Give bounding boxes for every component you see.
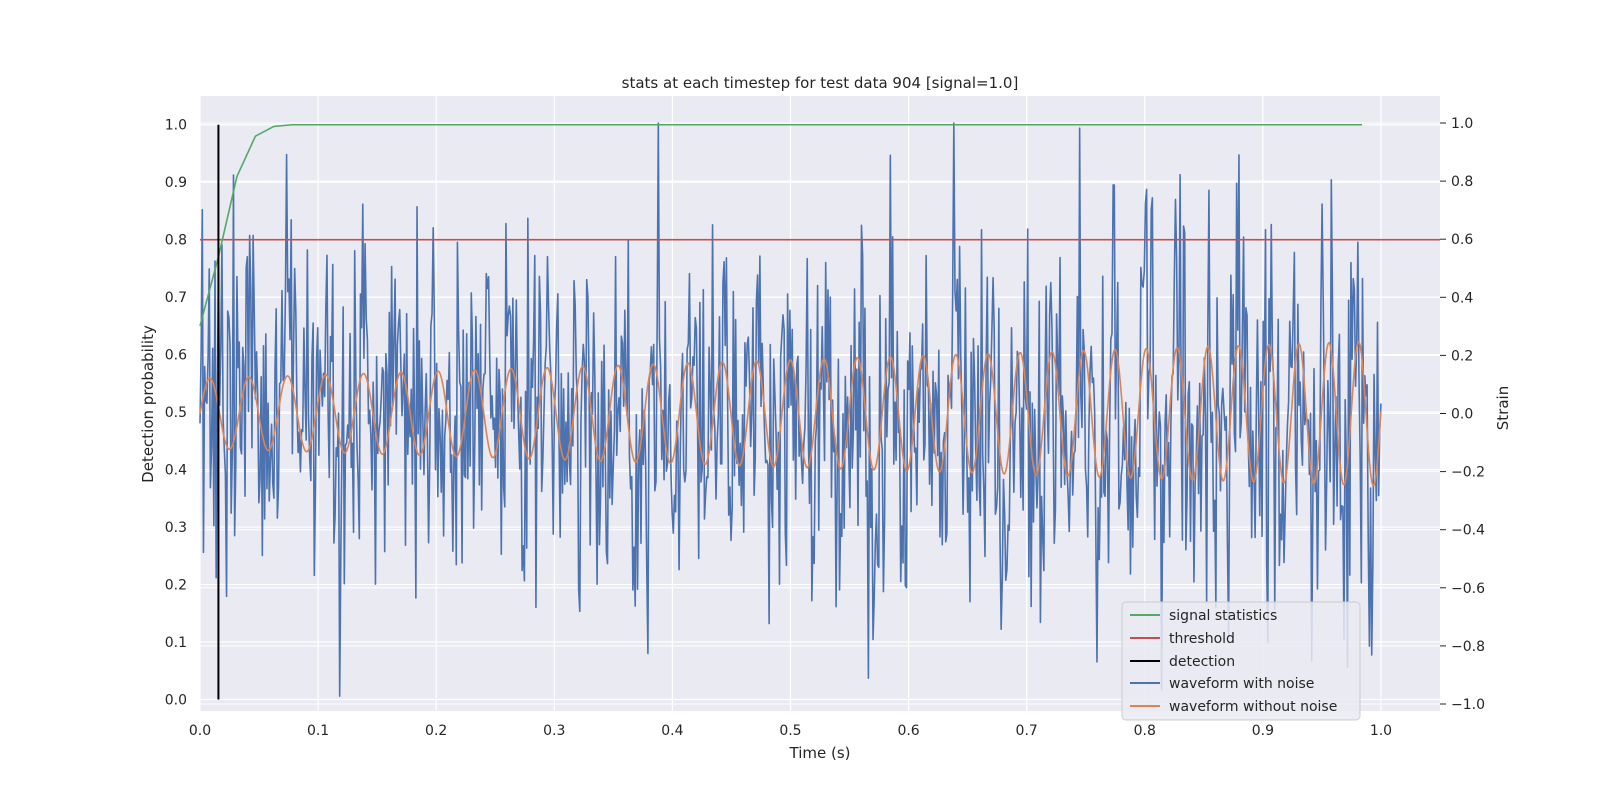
y-tick-label: 0.5 xyxy=(165,405,187,421)
chart-title: stats at each timestep for test data 904… xyxy=(622,74,1019,92)
series-waveform-without-noise xyxy=(199,341,1382,487)
series-waveform-with-noise xyxy=(199,122,1382,697)
y2-axis-label: Strain xyxy=(1494,386,1512,430)
y2-tick-label: 0.6 xyxy=(1451,232,1473,248)
x-tick-label: 0.1 xyxy=(307,723,329,739)
x-tick-label: 1.0 xyxy=(1370,723,1392,739)
y-tick-label: 0.2 xyxy=(165,578,187,594)
y-tick-label: 0.6 xyxy=(165,348,187,364)
series-signal-statistics xyxy=(199,123,1363,327)
legend-box xyxy=(1121,601,1361,721)
y-axis-ticks: 0.0 0.1 0.2 0.3 0.4 0.5 0.6 0.7 0.8 0.9 1.0 xyxy=(165,118,187,709)
x-axis-ticks: 0.0 0.1 0.2 0.3 0.4 0.5 0.6 0.7 0.8 0.9 1.0 xyxy=(189,723,1392,739)
y-tick-label: 0.1 xyxy=(165,635,187,651)
y2-tick-label: 0.8 xyxy=(1451,174,1473,190)
legend-label-threshold: threshold xyxy=(1169,631,1235,647)
y-tick-label: 0.3 xyxy=(165,520,187,536)
y2-tick-label: 1.0 xyxy=(1451,116,1473,132)
y2-tick-label: 0.4 xyxy=(1451,290,1473,306)
x-tick-label: 0.7 xyxy=(1016,723,1038,739)
x-tick-label: 0.5 xyxy=(779,723,801,739)
x-tick-label: 0.8 xyxy=(1134,723,1156,739)
y-tick-label: 0.0 xyxy=(165,693,187,709)
legend: signal statistics threshold detection wa… xyxy=(1121,601,1361,721)
y2-tick-label: 0.0 xyxy=(1451,407,1473,423)
x-axis-label: Time (s) xyxy=(789,744,851,762)
y2-tick-label: 0.2 xyxy=(1451,348,1473,364)
x-tick-label: 0.2 xyxy=(425,723,447,739)
y2-axis-ticks: −1.0 −0.8 −0.6 −0.4 −0.2 0.0 0.2 0.4 0.6 0.8 1.0 xyxy=(1440,116,1485,713)
y-axis-label: Detection probability xyxy=(139,325,157,483)
legend-label-waveform-without-noise: waveform without noise xyxy=(1169,699,1337,715)
y2-tick-label: −0.2 xyxy=(1451,465,1485,481)
x-tick-label: 0.9 xyxy=(1252,723,1274,739)
y2-tick-label: −0.8 xyxy=(1451,639,1485,655)
x-tick-label: 0.4 xyxy=(661,723,683,739)
y2-tick-label: −0.4 xyxy=(1451,523,1485,539)
y-tick-label: 1.0 xyxy=(165,118,187,134)
y-tick-label: 0.7 xyxy=(165,290,187,306)
x-tick-label: 0.3 xyxy=(543,723,565,739)
y2-tick-label: −0.6 xyxy=(1451,581,1485,597)
series-layer xyxy=(199,122,1440,700)
legend-label-detection: detection xyxy=(1169,654,1235,670)
y-tick-label: 0.4 xyxy=(165,463,187,479)
y2-tick-label: −1.0 xyxy=(1451,697,1485,713)
y-tick-label: 0.9 xyxy=(165,175,187,191)
x-tick-label: 0.0 xyxy=(189,723,211,739)
x-tick-label: 0.6 xyxy=(897,723,919,739)
legend-label-waveform-with-noise: waveform with noise xyxy=(1169,676,1314,692)
y-tick-label: 0.8 xyxy=(165,233,187,249)
legend-label-signal-statistics: signal statistics xyxy=(1169,608,1277,624)
